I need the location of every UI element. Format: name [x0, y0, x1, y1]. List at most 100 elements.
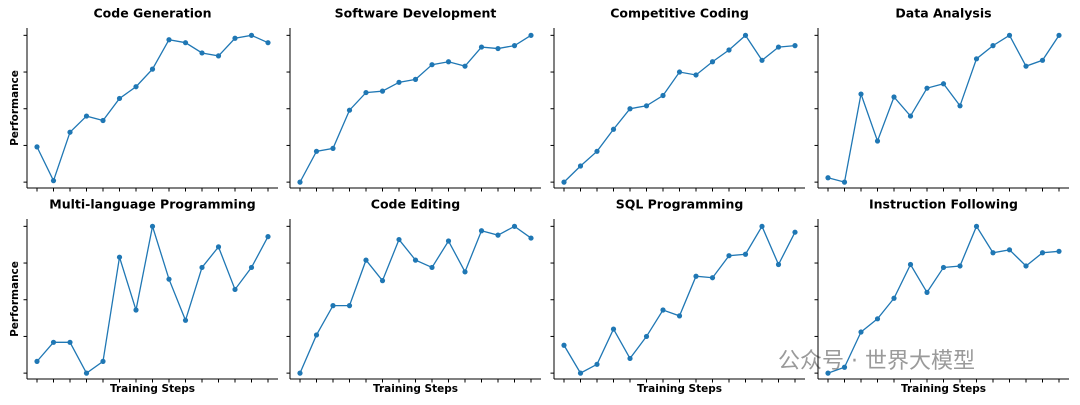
chart-title: Multi-language Programming	[49, 197, 255, 212]
point	[313, 148, 320, 154]
line	[299, 225, 532, 374]
point	[709, 59, 716, 65]
point	[775, 44, 782, 50]
point	[577, 370, 584, 376]
point	[924, 289, 930, 295]
point	[561, 179, 567, 185]
chart-title: Competitive Coding	[610, 6, 749, 21]
chart-title: SQL Programming	[616, 197, 744, 212]
point	[610, 126, 617, 132]
x-axis-label: Training Steps	[110, 383, 195, 395]
point	[561, 342, 567, 348]
line	[299, 34, 532, 183]
point	[116, 254, 123, 260]
point	[1039, 57, 1046, 63]
point	[957, 103, 963, 109]
point	[1056, 248, 1062, 254]
point	[248, 32, 255, 38]
point	[116, 95, 123, 102]
point	[874, 138, 881, 144]
point	[577, 163, 584, 169]
point	[528, 235, 534, 241]
point	[166, 276, 172, 282]
point	[907, 261, 914, 268]
point	[215, 53, 222, 59]
point	[445, 59, 452, 65]
point	[429, 62, 435, 68]
point	[627, 355, 633, 362]
point	[825, 370, 831, 376]
point	[182, 40, 189, 46]
point	[1023, 263, 1029, 269]
point	[462, 63, 468, 69]
point	[83, 113, 90, 119]
point	[973, 56, 980, 62]
point	[346, 107, 353, 113]
point	[265, 234, 271, 240]
point	[759, 223, 765, 229]
point	[396, 79, 402, 85]
point	[940, 264, 947, 271]
point	[660, 307, 666, 313]
x-axis-label: Training Steps	[901, 383, 986, 395]
point	[429, 264, 435, 271]
point	[627, 106, 633, 112]
point	[676, 313, 683, 319]
point	[1006, 247, 1013, 253]
chart-title: Software Development	[335, 6, 497, 21]
point	[990, 250, 996, 256]
point	[462, 269, 468, 275]
line	[827, 34, 1060, 183]
point	[973, 223, 980, 229]
point	[957, 263, 963, 269]
chart-title: Instruction Following	[869, 197, 1018, 212]
point	[149, 66, 156, 72]
point	[232, 35, 238, 41]
point	[742, 251, 749, 257]
point	[149, 223, 156, 229]
point	[412, 76, 419, 82]
point	[495, 232, 501, 238]
point	[313, 332, 320, 338]
line	[563, 34, 796, 183]
point	[742, 32, 749, 38]
point	[232, 286, 238, 293]
point	[907, 113, 914, 119]
point	[709, 275, 716, 281]
point	[643, 103, 650, 109]
point	[215, 244, 222, 250]
point	[858, 91, 864, 97]
point	[726, 47, 732, 53]
point	[759, 57, 765, 63]
point	[792, 229, 798, 235]
point	[100, 358, 106, 364]
point	[34, 144, 40, 150]
point	[643, 333, 650, 340]
point	[379, 278, 386, 284]
point	[199, 264, 205, 271]
point	[676, 69, 683, 75]
point	[100, 117, 106, 124]
point	[297, 370, 303, 376]
point	[825, 175, 831, 181]
point	[841, 364, 848, 370]
point	[34, 358, 40, 364]
point	[133, 84, 139, 90]
point	[265, 40, 271, 46]
point	[330, 145, 336, 151]
point	[891, 94, 897, 100]
point	[478, 228, 485, 234]
point	[891, 295, 897, 301]
point	[924, 85, 930, 91]
point	[841, 179, 848, 185]
point	[330, 303, 336, 309]
point	[594, 148, 600, 154]
point	[940, 81, 947, 87]
point	[594, 361, 600, 367]
point	[726, 253, 732, 259]
point	[297, 179, 303, 185]
line	[36, 226, 269, 375]
point	[1006, 32, 1013, 38]
line	[563, 224, 796, 374]
x-axis-label: Training Steps	[373, 383, 458, 395]
